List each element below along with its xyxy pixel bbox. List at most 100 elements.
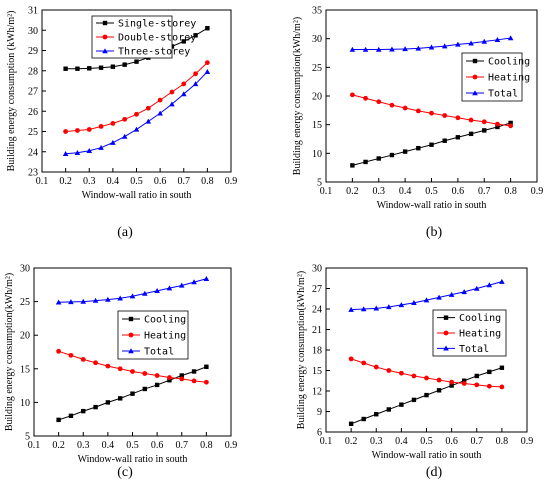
y-tick-label: 15 <box>20 364 30 375</box>
data-point <box>389 152 395 158</box>
x-axis-label: Window-wall ratio in south <box>377 200 487 211</box>
data-point <box>203 379 209 385</box>
data-point <box>204 364 209 369</box>
data-point <box>428 44 435 50</box>
legend: Cooling Heating Total <box>432 309 507 357</box>
y-tick-label: 10 <box>312 149 322 160</box>
data-point <box>376 99 382 105</box>
data-point <box>362 46 369 52</box>
data-point <box>363 159 368 165</box>
x-tick-label: 0.4 <box>399 186 412 197</box>
data-point <box>105 400 111 405</box>
data-point <box>205 26 210 31</box>
data-point <box>411 300 417 306</box>
data-point <box>495 121 500 127</box>
data-point <box>411 373 417 379</box>
data-point <box>167 375 172 380</box>
data-point <box>167 378 172 383</box>
data-point <box>468 131 474 137</box>
x-tick-label: 0.5 <box>130 176 143 187</box>
legend-label: Heating <box>144 331 186 342</box>
y-tick-label: 35 <box>312 6 322 17</box>
data-point <box>193 71 198 77</box>
data-point <box>122 62 127 67</box>
data-point <box>80 356 86 362</box>
data-point <box>157 110 163 116</box>
data-point <box>373 364 379 370</box>
series-line <box>351 281 503 311</box>
data-point <box>448 291 455 297</box>
y-tick-label: 24 <box>28 147 38 158</box>
data-point <box>363 95 368 101</box>
data-point <box>461 378 467 383</box>
y-tick-label: 20 <box>312 92 322 103</box>
data-point <box>415 45 422 51</box>
y-axis-label: Building energy consumption(kWh/m²) <box>4 273 15 431</box>
data-point <box>386 368 392 373</box>
x-tick-label: 0.3 <box>373 186 386 197</box>
x-tick-label: 0.8 <box>496 436 509 447</box>
data-point <box>508 120 513 126</box>
data-point <box>145 105 151 111</box>
data-point <box>75 128 80 133</box>
data-point <box>98 65 104 70</box>
data-point <box>98 144 104 150</box>
data-point <box>429 142 434 147</box>
series-cooling <box>56 364 209 423</box>
x-tick-label: 0.7 <box>176 440 189 451</box>
x-tick-label: 0.6 <box>445 436 458 447</box>
y-tick-label: 27 <box>312 284 322 295</box>
data-point <box>402 149 408 154</box>
x-axis-label: Window-wall ratio in south <box>372 450 482 461</box>
legend-label: Cooling <box>144 315 186 326</box>
data-point <box>166 285 173 291</box>
data-point <box>487 369 492 375</box>
data-point <box>499 384 505 390</box>
y-tick-label: 31 <box>28 6 38 17</box>
data-point <box>142 371 148 376</box>
y-tick-label: 9 <box>317 407 322 418</box>
series-line <box>350 358 502 388</box>
data-point <box>350 163 355 168</box>
data-point <box>386 304 392 310</box>
y-tick-label: 20 <box>20 331 30 342</box>
data-point <box>499 365 505 370</box>
data-point <box>508 123 514 129</box>
series-heating <box>56 348 209 385</box>
data-point <box>482 128 487 133</box>
x-tick-label: 0.8 <box>200 440 213 451</box>
data-point <box>68 413 74 419</box>
legend-marker <box>472 58 478 64</box>
data-point <box>117 366 123 372</box>
legend-label: Total <box>459 344 489 355</box>
y-tick-label: 15 <box>312 366 322 377</box>
x-tick-label: 0.2 <box>345 436 358 447</box>
legend-label: Cooling <box>488 57 530 68</box>
data-point <box>473 285 480 291</box>
data-point <box>436 377 442 383</box>
data-point <box>455 115 461 121</box>
data-point <box>461 289 467 295</box>
data-point <box>361 360 367 366</box>
data-point <box>129 293 136 299</box>
data-point <box>389 102 395 108</box>
data-point <box>423 297 430 303</box>
data-point <box>117 295 123 301</box>
x-tick-label: 0.7 <box>471 436 484 447</box>
data-point <box>455 135 461 140</box>
data-point <box>154 288 160 294</box>
y-tick-label: 30 <box>312 264 322 275</box>
data-point <box>399 402 404 407</box>
data-point <box>386 407 392 412</box>
series-cooling <box>350 120 513 168</box>
data-point <box>134 59 139 64</box>
legend-marker <box>102 34 108 40</box>
data-point <box>75 66 80 71</box>
data-point <box>349 92 355 98</box>
x-tick-label: 0.4 <box>102 440 115 451</box>
x-tick-label: 0.9 <box>225 440 238 451</box>
data-point <box>191 369 197 374</box>
x-tick-label: 0.8 <box>504 186 517 197</box>
y-tick-label: 5 <box>317 178 322 189</box>
legend: Cooling Heating Total <box>461 52 530 102</box>
